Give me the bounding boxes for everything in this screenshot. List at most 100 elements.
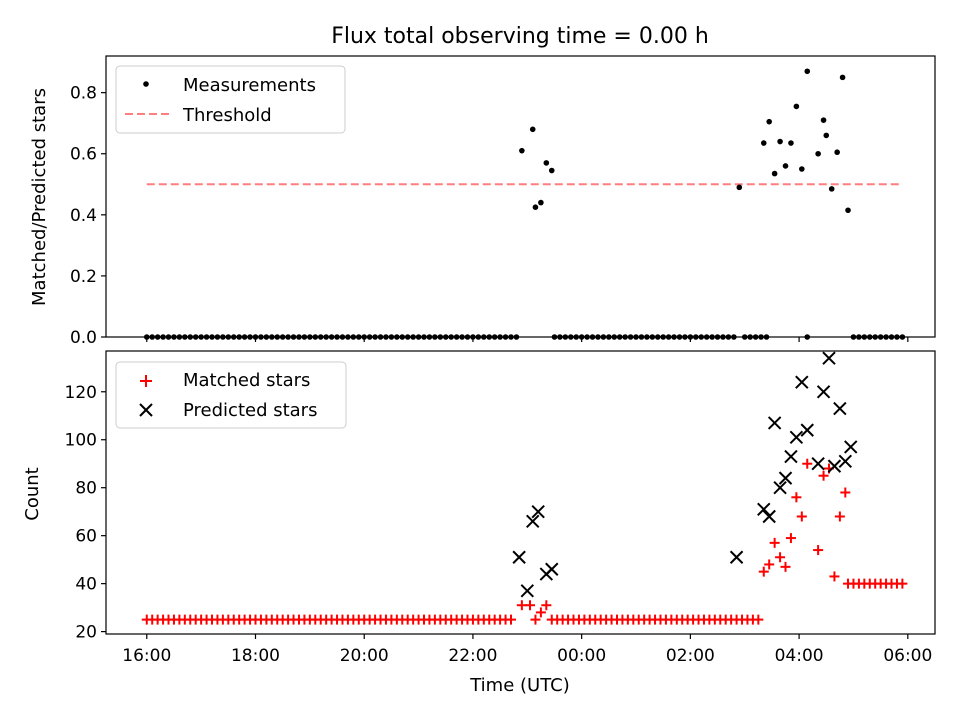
bottom-x-axis: 16:00 18:00 20:00 22:00 00:00 02:00 04:00 06:00 xyxy=(122,634,932,666)
predicted-star-point xyxy=(784,449,798,464)
measurement-point xyxy=(548,167,555,174)
bottom-legend-box xyxy=(115,361,347,429)
predicted-star-point xyxy=(773,480,787,495)
legend-measurement-marker xyxy=(143,81,149,87)
x-tick-label: 18:00 xyxy=(231,646,280,666)
top-x-axis xyxy=(146,337,909,342)
matched-star-point xyxy=(840,487,851,498)
matched-star-point xyxy=(764,559,775,570)
bottom-y-axis-label: Count xyxy=(22,467,43,520)
predicted-star-point xyxy=(833,401,847,416)
top-legend-box xyxy=(115,65,346,134)
predicted-star-point xyxy=(838,454,853,469)
measurement-point xyxy=(793,103,800,110)
measurement-point xyxy=(543,160,550,166)
y-tick-label: 0.0 xyxy=(70,328,97,348)
matched-star-point xyxy=(802,458,813,469)
y-tick-label: 60 xyxy=(75,527,97,547)
measurement-point xyxy=(815,150,821,157)
bottom-y-axis: 20 40 60 80 100 120 xyxy=(65,383,106,643)
measurement-point xyxy=(845,207,851,214)
matched-star-point xyxy=(791,492,802,503)
matched-star-point xyxy=(530,614,541,625)
predicted-star-point xyxy=(512,550,526,564)
x-tick-label: 04:00 xyxy=(775,646,824,666)
measurement-point xyxy=(766,118,772,125)
predicted-star-point xyxy=(729,550,744,564)
matched-star-point xyxy=(780,561,791,572)
y-tick-label: 40 xyxy=(75,575,97,595)
matched-star-point xyxy=(829,571,840,582)
measurement-point xyxy=(839,74,846,81)
y-tick-label: 120 xyxy=(65,383,97,403)
bottom-axes-frame xyxy=(105,350,936,635)
measurement-point xyxy=(828,186,835,192)
measurement-point xyxy=(538,199,544,206)
matched-star-point xyxy=(775,552,786,563)
matched-star-point xyxy=(813,545,824,556)
measurement-point xyxy=(519,147,525,154)
legend-matched-marker xyxy=(140,375,152,387)
predicted-star-point xyxy=(789,430,804,445)
predicted-star-point xyxy=(762,509,776,524)
chart-title: Flux total observing time = 0.00 h xyxy=(331,24,709,49)
y-tick-label: 0.6 xyxy=(70,145,97,165)
matched-star-point xyxy=(505,614,516,625)
x-tick-label: 02:00 xyxy=(666,646,715,666)
matched-star-point xyxy=(834,511,845,522)
top-axes-frame xyxy=(105,55,936,338)
predicted-star-point xyxy=(795,375,809,389)
legend-predicted-marker xyxy=(139,403,153,417)
measurement-point xyxy=(529,126,536,133)
measurement-point xyxy=(834,149,840,156)
legend-threshold-label: Threshold xyxy=(182,105,272,126)
measurement-point xyxy=(532,204,539,210)
matched-star-point xyxy=(796,511,807,522)
matched-star-point xyxy=(525,600,536,611)
x-tick-label: 20:00 xyxy=(340,646,389,666)
top-y-axis: 0.0 0.2 0.4 0.6 0.8 xyxy=(70,84,106,348)
matched-star-point xyxy=(758,566,769,577)
predicted-star-point xyxy=(520,584,535,598)
x-tick-label: 16:00 xyxy=(122,646,171,666)
measurement-point xyxy=(788,140,794,146)
bottom-legend: Matched stars Predicted stars xyxy=(115,361,347,429)
predicted-star-point xyxy=(767,416,782,430)
predicted-star-point xyxy=(822,351,836,365)
predicted-star-point xyxy=(816,385,831,399)
y-tick-label: 0.4 xyxy=(70,206,97,226)
predicted-star-point xyxy=(545,562,559,576)
matched-star-point xyxy=(769,537,780,548)
predicted-star-point xyxy=(844,440,858,454)
y-tick-label: 20 xyxy=(75,623,97,643)
predicted-star-point xyxy=(800,423,814,437)
measurement-point xyxy=(777,138,783,145)
y-tick-label: 80 xyxy=(75,479,97,499)
y-tick-label: 0.2 xyxy=(70,267,97,287)
legend-measurements-label: Measurements xyxy=(183,75,316,96)
measurement-point xyxy=(771,170,778,177)
matched-star-point xyxy=(541,600,552,611)
measurement-point xyxy=(820,117,827,123)
measurement-point xyxy=(799,166,805,172)
predicted-star-point xyxy=(827,459,842,473)
measurement-point xyxy=(736,184,743,191)
bottom-plot-area xyxy=(141,351,908,625)
predicted-star-point xyxy=(757,502,771,516)
measurement-point xyxy=(782,163,789,169)
top-panel: 0.00.20.40.60.8 Matched/Predicted stars … xyxy=(29,55,936,348)
measurement-point xyxy=(823,132,830,139)
top-legend: Measurements Threshold xyxy=(115,65,346,134)
y-tick-label: 0.8 xyxy=(70,84,97,104)
predicted-star-point xyxy=(778,471,793,485)
top-y-axis-label: Matched/Predicted stars xyxy=(29,88,50,306)
matched-star-point xyxy=(897,578,908,589)
matched-star-point xyxy=(785,533,796,544)
matched-star-point xyxy=(818,470,829,481)
matched-star-point xyxy=(753,614,764,625)
bottom-panel: 20 40 60 80 100 120 16:00 18:00 20:00 22:00 00:00… xyxy=(22,350,936,696)
legend-matched-label: Matched stars xyxy=(183,370,310,391)
matched-star-point xyxy=(535,607,546,618)
x-tick-label: 22:00 xyxy=(448,646,497,666)
